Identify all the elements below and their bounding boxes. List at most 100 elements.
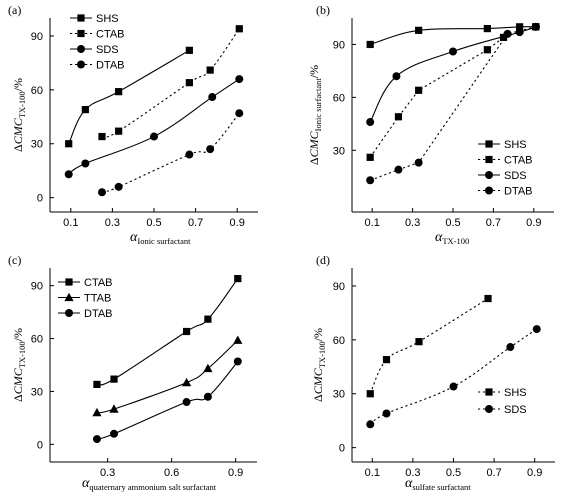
x-tick-label: 0.1 — [365, 467, 380, 479]
y-tick-label: 90 — [31, 31, 43, 43]
data-point — [182, 398, 191, 407]
series-DTAB — [98, 109, 244, 197]
data-point — [93, 380, 101, 388]
data-point — [110, 429, 119, 438]
data-point — [483, 46, 491, 54]
x-tick-label: 0.3 — [405, 217, 420, 229]
y-tick-label: 0 — [37, 193, 43, 205]
data-point — [414, 158, 423, 167]
legend-marker — [485, 405, 493, 413]
data-point — [235, 75, 244, 84]
x-tick-label: 0.7 — [188, 217, 203, 229]
data-point — [206, 145, 215, 154]
data-point — [181, 377, 192, 387]
data-point — [233, 357, 242, 366]
x-tick-label: 0.5 — [146, 217, 161, 229]
legend-label: CTAB — [504, 155, 533, 167]
legend-label: SHS — [96, 13, 119, 25]
data-point — [114, 182, 123, 191]
data-point — [203, 392, 212, 401]
panel-label: (a) — [8, 3, 21, 17]
data-point — [366, 153, 374, 161]
data-point — [531, 22, 540, 31]
data-point — [81, 159, 90, 168]
legend-label: DTAB — [504, 186, 533, 198]
data-point — [366, 118, 375, 127]
x-tick-label: 0.9 — [228, 467, 243, 479]
legend-marker — [64, 292, 74, 302]
x-tick-label: 0.6 — [164, 467, 179, 479]
legend-label: TTAB — [84, 293, 111, 305]
panel-label: (b) — [316, 3, 330, 17]
x-axis-label: αquaternary ammonium salt surfactant — [82, 476, 217, 492]
data-point — [81, 106, 89, 114]
chart-panel-1: 30 60 90 0.1 0.3 0.5 0.7 0.9 (b) ΔCMCIonic surfac… — [307, 3, 554, 246]
data-point — [206, 66, 214, 74]
y-tick-label: 30 — [333, 145, 345, 157]
series-SDS — [366, 22, 540, 127]
y-tick-label: 30 — [333, 389, 345, 401]
legend-marker — [485, 388, 493, 396]
legend-label: DTAB — [84, 308, 113, 320]
x-tick-label: 0.9 — [230, 217, 245, 229]
legend-marker — [485, 186, 493, 195]
y-tick-label: 90 — [333, 39, 345, 51]
legend-marker — [77, 14, 85, 22]
data-point — [92, 407, 102, 417]
data-point — [392, 72, 401, 81]
data-point — [185, 79, 193, 87]
series-line — [101, 112, 240, 193]
legend-marker — [65, 278, 73, 286]
data-point — [150, 132, 158, 141]
x-tick-label: 0.7 — [486, 467, 501, 479]
data-point — [394, 113, 403, 121]
series-SHS — [366, 23, 540, 49]
data-point — [506, 343, 515, 352]
data-point — [182, 327, 191, 336]
legend-marker — [485, 171, 493, 179]
series-DTAB — [92, 357, 242, 444]
data-point — [366, 176, 375, 185]
legend-marker — [77, 60, 85, 69]
chart-panel-2: 0 30 60 90 0.3 0.6 0.9 (c) ΔCMCTX-100/% αquaterna… — [8, 253, 257, 492]
y-tick-label: 30 — [31, 386, 43, 398]
y-tick-label: 60 — [31, 334, 43, 346]
y-tick-label: 0 — [339, 443, 345, 455]
x-tick-label: 0.1 — [63, 217, 78, 229]
data-point — [208, 93, 217, 102]
series-DTAB — [366, 22, 540, 185]
data-point — [366, 420, 375, 429]
data-point — [115, 88, 123, 96]
y-tick-label: 0 — [37, 439, 43, 451]
y-axis-label: ΔCMCIonic surfactant/% — [307, 65, 323, 165]
data-point — [483, 24, 491, 33]
series-CTAB — [93, 274, 242, 388]
data-point — [110, 375, 118, 383]
data-point — [503, 29, 512, 38]
data-point — [185, 46, 193, 54]
data-point — [382, 356, 391, 364]
legend-label: SHS — [504, 387, 527, 399]
x-tick-label: 0.9 — [527, 467, 542, 479]
y-axis-label: ΔCMCTX-100/% — [11, 328, 27, 402]
chart-panel-3: 0 30 60 90 0.1 0.3 0.5 0.7 0.9 (d) ΔCMCTX-100/% αsu… — [311, 253, 555, 492]
legend-marker — [65, 309, 73, 317]
legend-label: DTAB — [96, 60, 125, 72]
y-tick-label: 90 — [31, 281, 43, 293]
legend-marker — [485, 140, 493, 148]
data-point — [449, 47, 457, 56]
x-axis-label: αTX-100 — [435, 230, 469, 246]
data-point — [499, 33, 508, 41]
data-point — [98, 132, 106, 141]
data-point — [233, 335, 243, 344]
x-tick-label: 0.1 — [365, 217, 380, 229]
data-point — [234, 274, 242, 283]
data-point — [235, 109, 244, 118]
series-line — [369, 26, 536, 158]
data-point — [185, 150, 194, 159]
series-line — [96, 361, 239, 440]
data-point — [532, 325, 541, 334]
legend-marker — [77, 29, 85, 38]
data-point — [235, 25, 243, 33]
data-point — [415, 338, 423, 346]
